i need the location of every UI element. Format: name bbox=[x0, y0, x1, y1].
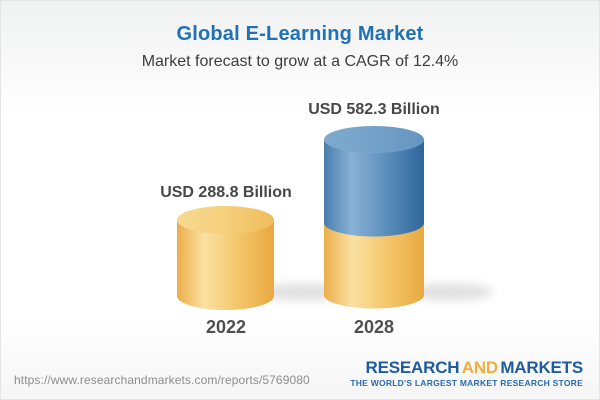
cylinder-2028-gold-segment bbox=[324, 223, 424, 309]
shadow-2022 bbox=[260, 283, 344, 301]
logo-wordmark: RESEARCH AND MARKETS bbox=[350, 358, 584, 377]
shadow-2028 bbox=[409, 283, 493, 301]
value-label-2022: USD 288.8 Billion bbox=[160, 184, 292, 201]
page-title: Global E-Learning Market bbox=[176, 23, 424, 45]
cylinder-2028-blue-segment bbox=[324, 139, 424, 237]
page-subtitle: Market forecast to grow at a CAGR of 12.… bbox=[141, 53, 459, 70]
cylinder-2022 bbox=[177, 206, 274, 310]
research-and-markets-logo: RESEARCH AND MARKETS THE WORLD'S LARGEST M… bbox=[350, 359, 583, 388]
logo-word-markets: MARKETS bbox=[500, 358, 583, 377]
category-label-2028: 2028 bbox=[353, 317, 395, 337]
logo-word-and: AND bbox=[461, 358, 498, 377]
report-url: https://www.researchandmarkets.com/repor… bbox=[14, 373, 310, 387]
logo-tagline: THE WORLD'S LARGEST MARKET RESEARCH STOR… bbox=[350, 378, 583, 388]
cylinder-2028 bbox=[324, 126, 424, 309]
category-label-2022: 2022 bbox=[205, 317, 247, 337]
logo-word-research: RESEARCH bbox=[365, 358, 460, 377]
value-label-2028: USD 582.3 Billion bbox=[308, 101, 440, 118]
